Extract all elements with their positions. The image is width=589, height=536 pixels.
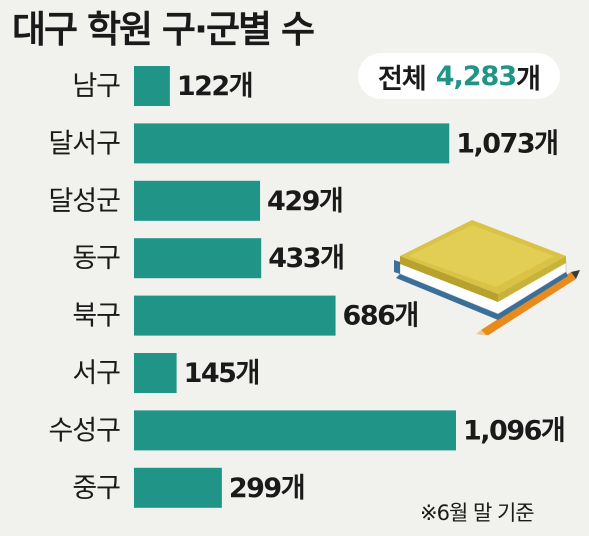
value-label: 145개 [184,358,259,389]
page-title: 대구 학원 구·군별 수 [12,8,315,51]
value-label: 429개 [267,186,342,217]
value-label: 122개 [177,71,252,102]
value-label: 433개 [268,243,343,274]
bar [134,353,177,393]
bar [134,295,336,336]
total-label: 전체 [378,63,427,95]
bar [134,180,261,221]
category-label: 북구 [72,301,120,332]
total-badge: 전체 4,283 개 [358,53,560,99]
value-label: 1,073개 [456,128,557,159]
category-label: 동구 [72,243,120,274]
category-label: 수성구 [48,415,120,446]
bar [134,467,222,508]
footnote: ※6월 말 기준 [420,501,535,525]
bar [134,123,450,164]
book-icon [394,220,580,335]
category-label: 달성군 [48,186,120,217]
category-label: 중구 [72,473,120,504]
category-label: 달서구 [48,128,120,159]
bar [134,238,262,279]
total-unit: 개 [516,63,541,95]
value-label: 299개 [229,473,304,504]
bar [134,66,170,106]
pencil-icon [476,270,580,335]
value-label: 1,096개 [463,415,564,446]
category-label: 서구 [72,358,120,389]
value-label: 686개 [343,301,418,332]
total-value: 4,283 [435,60,517,92]
category-label: 남구 [72,71,120,102]
bar [134,410,456,451]
